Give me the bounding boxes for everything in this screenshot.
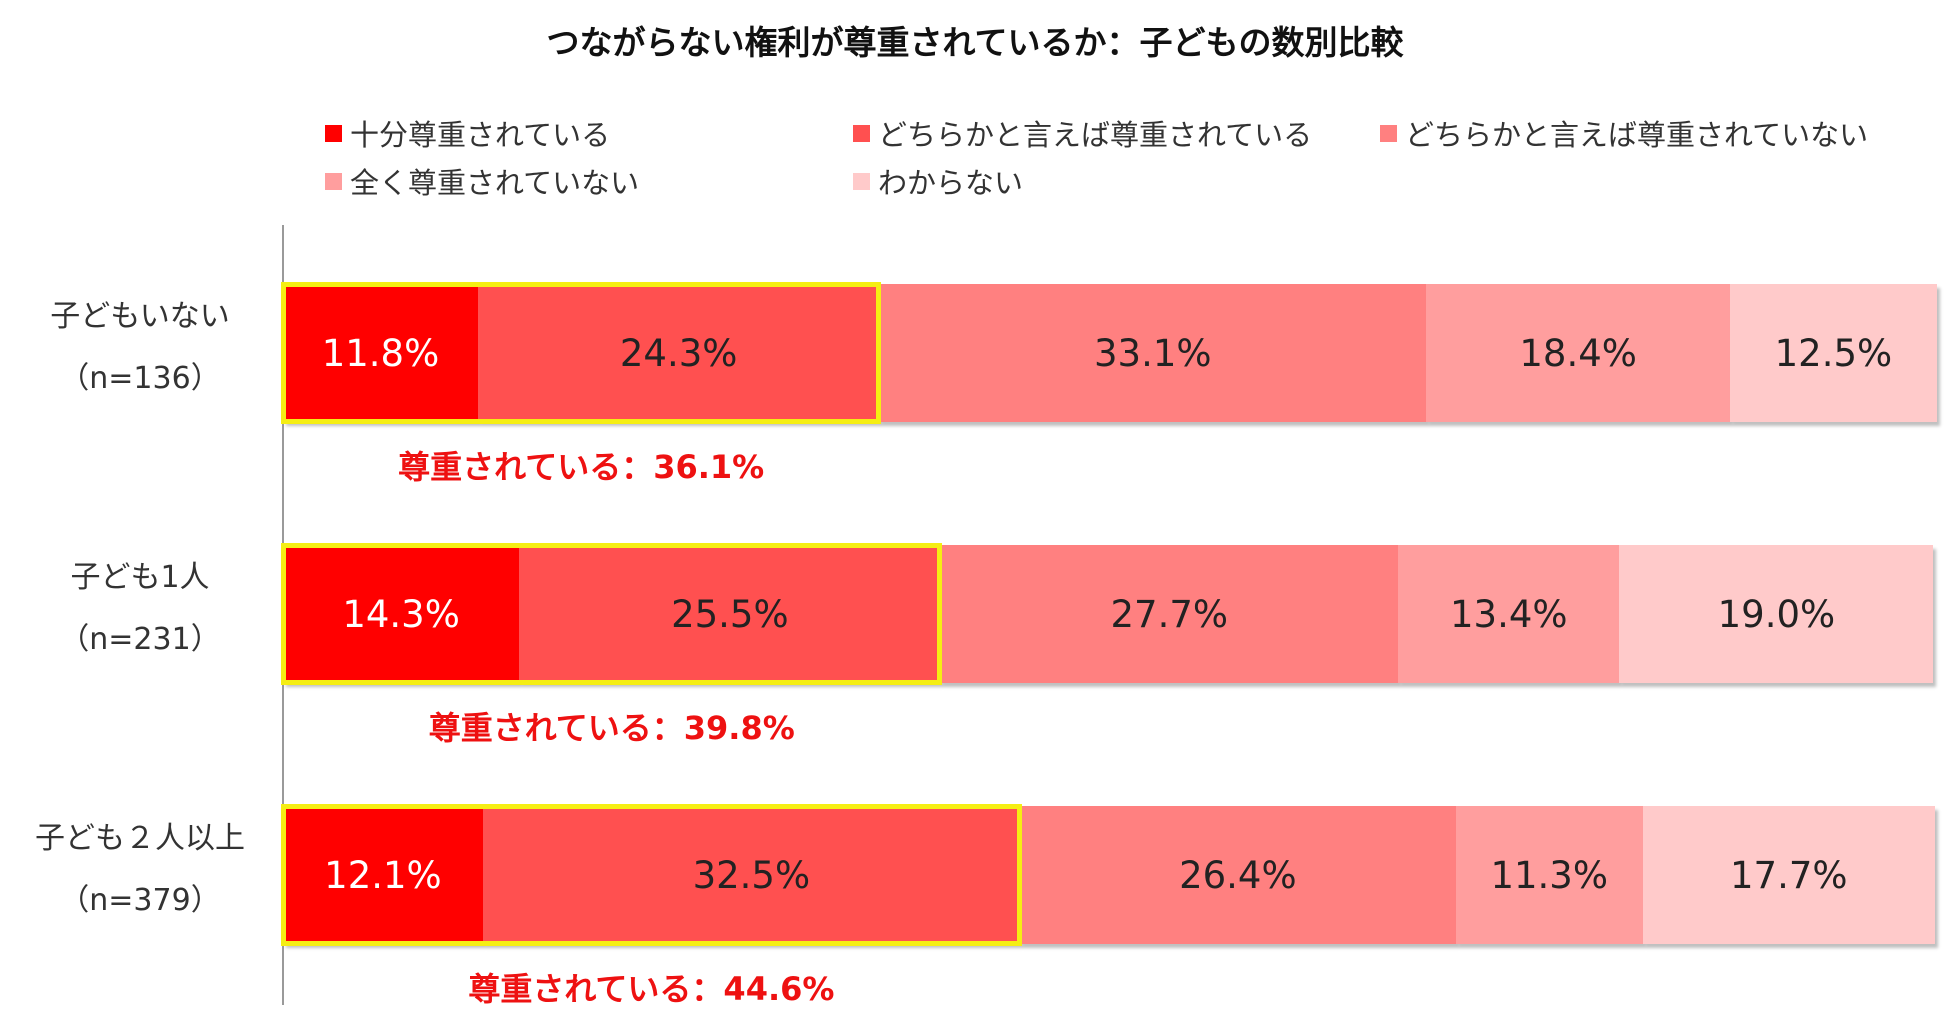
bar-segment: 27.7%: [940, 545, 1399, 683]
legend-label: どちらかと言えば尊重されていない: [1405, 118, 1869, 152]
bar-segment: 18.4%: [1426, 284, 1731, 422]
legend-item: 十分尊重されている: [325, 112, 610, 154]
data-label: 11.8%: [321, 331, 440, 375]
legend: 十分尊重されている どちらかと言えば尊重されている どちらかと言えば尊重されていない…: [325, 112, 1925, 212]
legend-swatch: [1380, 124, 1397, 142]
data-label: 12.5%: [1774, 331, 1893, 375]
legend-label: 全く尊重されていない: [350, 166, 640, 200]
data-label: 14.3%: [342, 592, 460, 636]
bar-segment: 11.8%: [283, 284, 478, 422]
bar-segment: 25.5%: [519, 545, 941, 683]
data-label: 26.4%: [1179, 853, 1297, 897]
chart-title: つながらない権利が尊重されているか：子どもの数別比較: [546, 23, 1404, 62]
legend-item: わからない: [853, 160, 1023, 202]
data-label: 11.3%: [1490, 853, 1609, 897]
data-label: 32.5%: [692, 853, 811, 897]
legend-swatch: [853, 124, 870, 142]
data-label: 27.7%: [1110, 592, 1229, 636]
legend-swatch: [853, 172, 870, 190]
group-annotation: 尊重されている：39.8%: [428, 709, 795, 747]
category-n-label: （n=136）: [59, 361, 221, 396]
legend-swatch: [325, 124, 342, 142]
legend-swatch: [325, 172, 342, 190]
data-label: 13.4%: [1450, 592, 1568, 636]
category-n-label: （n=231）: [59, 622, 221, 657]
category-n-label: （n=379）: [59, 883, 221, 918]
legend-label: 十分尊重されている: [350, 118, 611, 152]
legend-item: どちらかと言えば尊重されていない: [1380, 112, 1868, 154]
bar-segment: 26.4%: [1019, 806, 1456, 944]
bar-segment: 24.3%: [477, 284, 880, 422]
category-label: 子ども1人: [70, 560, 210, 595]
legend-label: わからない: [878, 166, 1024, 200]
bar-segment: 32.5%: [482, 806, 1020, 944]
data-label: 25.5%: [671, 592, 789, 636]
bar-segment: 12.5%: [1730, 284, 1937, 422]
legend-item: どちらかと言えば尊重されている: [853, 112, 1312, 154]
data-label: 24.3%: [619, 331, 738, 375]
highlight-box: [281, 804, 1022, 946]
data-label: 17.7%: [1730, 853, 1848, 897]
bar-segment: 11.3%: [1455, 806, 1643, 944]
data-label: 18.4%: [1519, 331, 1637, 375]
bar-segment: 13.4%: [1398, 545, 1620, 683]
legend-label: どちらかと言えば尊重されている: [878, 118, 1313, 152]
bar-segment: 19.0%: [1619, 545, 1934, 683]
bar-segment: 14.3%: [283, 545, 520, 683]
bar-segment: 17.7%: [1642, 806, 1935, 944]
data-label: 19.0%: [1717, 592, 1836, 636]
category-label: 子どもいない: [50, 299, 230, 334]
data-label: 12.1%: [324, 853, 442, 897]
bar-segment: 12.1%: [283, 806, 483, 944]
category-label: 子ども２人以上: [35, 821, 245, 856]
bar-segment: 33.1%: [879, 284, 1427, 422]
data-label: 33.1%: [1093, 331, 1212, 375]
group-annotation: 尊重されている：36.1%: [398, 448, 765, 486]
group-annotation: 尊重されている：44.6%: [468, 970, 835, 1008]
legend-item: 全く尊重されていない: [325, 160, 639, 202]
highlight-box: [281, 282, 882, 424]
highlight-box: [281, 543, 943, 685]
